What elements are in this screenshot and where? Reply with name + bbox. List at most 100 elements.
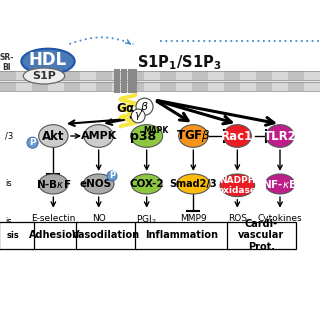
Bar (288, 82, 304, 91)
Bar (16, 82, 32, 91)
Text: Cytokines: Cytokines (258, 214, 302, 223)
Text: $\gamma$: $\gamma$ (134, 110, 142, 122)
Bar (128, 71, 144, 80)
Ellipse shape (223, 125, 251, 147)
Bar (32, 71, 48, 80)
Bar (0, 71, 16, 80)
Text: E-selectin
VCAM-1: E-selectin VCAM-1 (31, 214, 76, 233)
Bar (160, 82, 176, 91)
Text: N-B$\kappa$F: N-B$\kappa$F (36, 178, 71, 190)
Bar (48, 82, 64, 91)
Bar (32, 82, 48, 91)
Bar (208, 71, 224, 80)
Text: NO: NO (92, 214, 106, 223)
Text: eNOS: eNOS (80, 179, 112, 189)
Bar (304, 82, 320, 91)
Ellipse shape (39, 125, 68, 147)
Bar (64, 71, 80, 80)
Bar (144, 82, 160, 91)
Text: G$\mathbf{\alpha}$: G$\mathbf{\alpha}$ (116, 102, 135, 115)
Text: $\beta$: $\beta$ (140, 100, 149, 114)
Text: S1P: S1P (32, 71, 56, 81)
Text: AMPK: AMPK (81, 131, 117, 141)
Bar (272, 82, 288, 91)
Bar (96, 82, 112, 91)
FancyBboxPatch shape (76, 222, 137, 249)
Bar (304, 71, 320, 80)
Text: /3: /3 (5, 132, 13, 140)
Text: P: P (29, 138, 36, 147)
Text: MAPK: MAPK (143, 126, 169, 135)
Text: HDL: HDL (29, 51, 67, 69)
Text: p38: p38 (131, 130, 156, 142)
Text: Cardi-
vascular
Prot.: Cardi- vascular Prot. (238, 219, 284, 252)
Circle shape (136, 98, 153, 115)
Ellipse shape (177, 174, 210, 194)
Bar (240, 82, 256, 91)
Bar (288, 71, 304, 80)
Text: Vasodilation: Vasodilation (72, 230, 140, 240)
Bar (144, 71, 160, 80)
Bar (224, 82, 240, 91)
Text: is: is (5, 180, 12, 188)
FancyBboxPatch shape (31, 222, 78, 249)
Bar (48, 71, 64, 80)
Bar (272, 71, 288, 80)
Text: sis: sis (7, 231, 20, 240)
Text: TGF$\beta$: TGF$\beta$ (176, 128, 211, 144)
Text: COX-2: COX-2 (129, 179, 164, 189)
Text: $\mathbf{S1P_1/S1P_3}$: $\mathbf{S1P_1/S1P_3}$ (137, 53, 222, 72)
FancyBboxPatch shape (0, 222, 34, 249)
Circle shape (107, 171, 117, 181)
Text: Akt: Akt (42, 130, 65, 142)
Bar (80, 71, 96, 80)
Ellipse shape (83, 174, 114, 194)
Text: MMP9
PLA$_2$: MMP9 PLA$_2$ (180, 214, 207, 237)
Bar (96, 71, 112, 80)
Bar (80, 82, 96, 91)
Bar (256, 71, 272, 80)
Ellipse shape (265, 174, 295, 194)
FancyBboxPatch shape (227, 222, 296, 249)
Ellipse shape (131, 174, 162, 194)
Bar (176, 82, 192, 91)
Circle shape (131, 109, 145, 123)
Bar (112, 82, 128, 91)
Text: TLR2: TLR2 (264, 130, 296, 142)
Bar (160, 71, 176, 80)
Bar (0, 80, 320, 82)
Ellipse shape (266, 125, 294, 147)
Ellipse shape (220, 174, 255, 197)
Ellipse shape (39, 174, 68, 194)
Ellipse shape (23, 68, 65, 84)
Bar (176, 71, 192, 80)
FancyBboxPatch shape (135, 222, 229, 249)
Ellipse shape (179, 125, 208, 147)
Text: P: P (109, 172, 115, 180)
Text: Smad2/3: Smad2/3 (170, 179, 217, 189)
Bar (192, 71, 208, 80)
Bar (0, 82, 16, 91)
Bar (192, 82, 208, 91)
Bar (240, 71, 256, 80)
Circle shape (27, 137, 38, 148)
Text: PGI$_2$: PGI$_2$ (136, 214, 157, 226)
Bar (64, 82, 80, 91)
Ellipse shape (131, 125, 163, 147)
Text: Rac1: Rac1 (221, 130, 253, 142)
Text: is: is (5, 217, 12, 226)
Ellipse shape (21, 49, 75, 74)
Bar (16, 71, 32, 80)
Ellipse shape (84, 125, 113, 147)
Bar (208, 82, 224, 91)
Text: SR-
BI: SR- BI (0, 53, 14, 72)
Text: Adhesion: Adhesion (29, 230, 80, 240)
Text: NF-$\kappa$B: NF-$\kappa$B (262, 178, 298, 190)
Bar (256, 82, 272, 91)
Text: Inflammation: Inflammation (146, 230, 219, 240)
Text: NADPH
oxidase: NADPH oxidase (218, 176, 257, 195)
Bar (112, 71, 128, 80)
Bar (224, 71, 240, 80)
Bar (128, 82, 144, 91)
Text: ROS: ROS (228, 214, 247, 223)
